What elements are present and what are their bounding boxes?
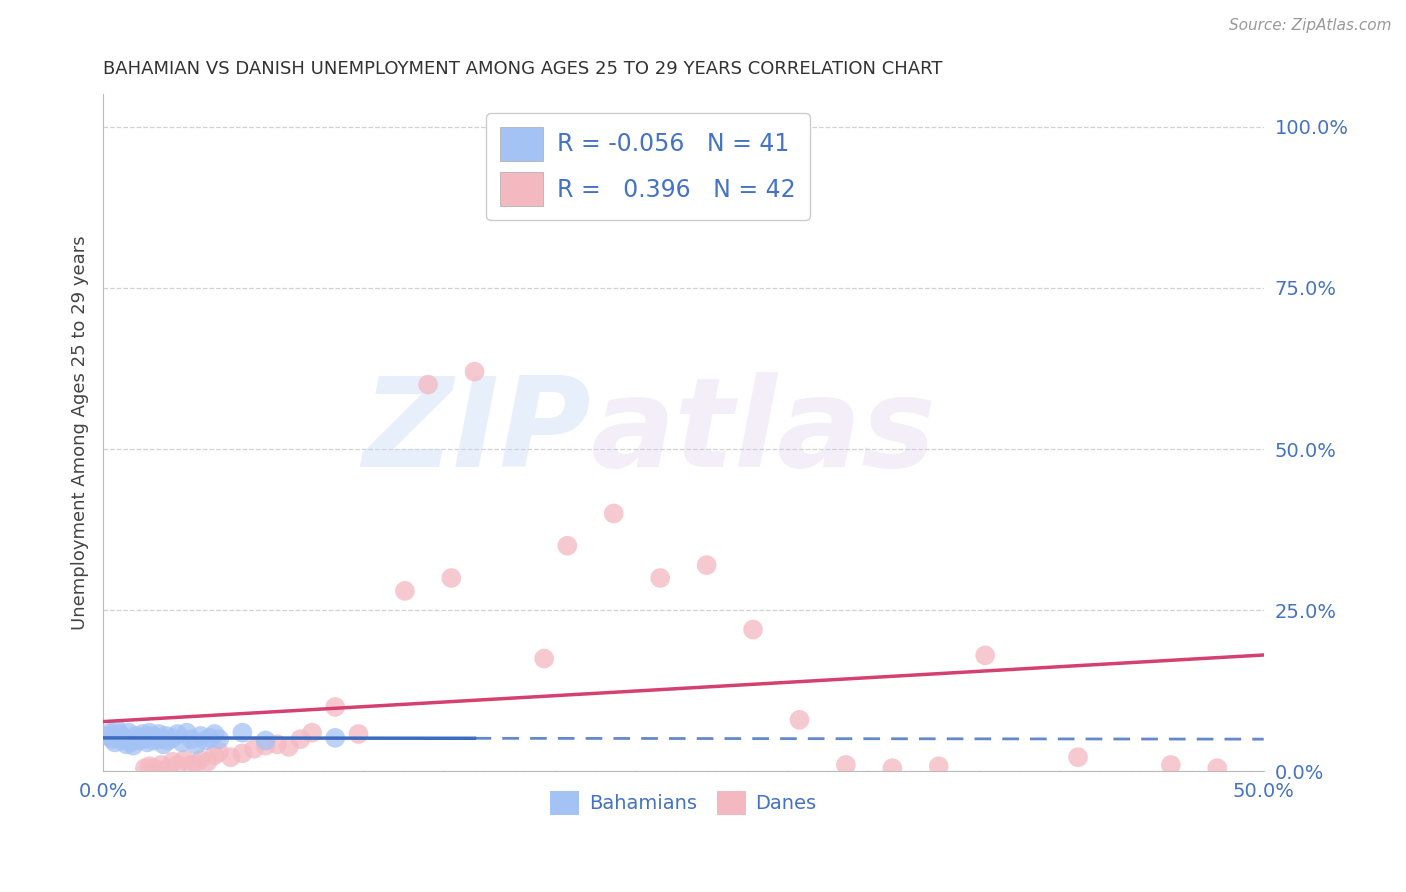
Point <box>180 758 202 772</box>
Point <box>1160 758 1182 772</box>
Point <box>231 725 253 739</box>
Point <box>138 759 160 773</box>
Point <box>112 731 135 745</box>
Point <box>122 739 145 753</box>
Point <box>129 731 152 745</box>
Point <box>347 727 370 741</box>
Point <box>138 725 160 739</box>
Point <box>184 756 207 771</box>
Point <box>115 737 138 751</box>
Point <box>266 737 288 751</box>
Point <box>141 729 163 743</box>
Point <box>162 731 184 745</box>
Point <box>1206 761 1229 775</box>
Point <box>134 761 156 775</box>
Point <box>134 732 156 747</box>
Point <box>323 731 346 745</box>
Point <box>184 737 207 751</box>
Point <box>131 727 153 741</box>
Point <box>696 558 718 572</box>
Point <box>835 758 858 772</box>
Point <box>157 761 180 775</box>
Point <box>204 748 226 763</box>
Point <box>145 731 167 745</box>
Point <box>104 735 127 749</box>
Point <box>650 571 672 585</box>
Text: atlas: atlas <box>591 372 936 493</box>
Point <box>166 758 188 772</box>
Point <box>557 539 579 553</box>
Point <box>204 727 226 741</box>
Point <box>166 727 188 741</box>
Point <box>176 725 198 739</box>
Point <box>136 735 159 749</box>
Point <box>101 732 124 747</box>
Point <box>98 725 121 739</box>
Point <box>394 583 416 598</box>
Text: BAHAMIAN VS DANISH UNEMPLOYMENT AMONG AGES 25 TO 29 YEARS CORRELATION CHART: BAHAMIAN VS DANISH UNEMPLOYMENT AMONG AG… <box>103 60 942 78</box>
Text: Source: ZipAtlas.com: Source: ZipAtlas.com <box>1229 18 1392 33</box>
Text: ZIP: ZIP <box>361 372 591 493</box>
Point <box>108 727 131 741</box>
Point <box>789 713 811 727</box>
Point <box>742 623 765 637</box>
Point <box>323 700 346 714</box>
Point <box>173 753 195 767</box>
Point <box>290 732 312 747</box>
Point <box>416 377 439 392</box>
Point <box>254 733 277 747</box>
Point <box>882 761 904 775</box>
Point <box>162 755 184 769</box>
Point <box>143 761 166 775</box>
Point <box>254 739 277 753</box>
Point <box>97 729 120 743</box>
Point <box>157 733 180 747</box>
Point <box>118 725 141 739</box>
Point <box>1067 750 1090 764</box>
Point <box>190 753 212 767</box>
Point <box>148 727 170 741</box>
Point <box>143 733 166 747</box>
Point <box>208 745 231 759</box>
Point <box>150 758 173 772</box>
Point <box>152 737 174 751</box>
Point <box>277 739 299 754</box>
Point <box>124 729 146 743</box>
Point <box>155 729 177 743</box>
Point <box>170 735 193 749</box>
Point <box>197 755 219 769</box>
Point <box>974 648 997 663</box>
Point <box>231 747 253 761</box>
Legend: Bahamians, Danes: Bahamians, Danes <box>543 783 824 822</box>
Point <box>111 733 134 747</box>
Point <box>928 759 950 773</box>
Point <box>198 731 221 745</box>
Point <box>194 733 217 747</box>
Point <box>180 732 202 747</box>
Point <box>301 725 323 739</box>
Point <box>190 729 212 743</box>
Point <box>208 732 231 747</box>
Point <box>127 733 149 747</box>
Point <box>120 735 142 749</box>
Point <box>533 651 555 665</box>
Point <box>603 507 626 521</box>
Point <box>440 571 463 585</box>
Point <box>150 732 173 747</box>
Point <box>219 750 242 764</box>
Y-axis label: Unemployment Among Ages 25 to 29 years: Unemployment Among Ages 25 to 29 years <box>72 235 89 631</box>
Point <box>243 741 266 756</box>
Point <box>105 723 128 737</box>
Point <box>463 365 485 379</box>
